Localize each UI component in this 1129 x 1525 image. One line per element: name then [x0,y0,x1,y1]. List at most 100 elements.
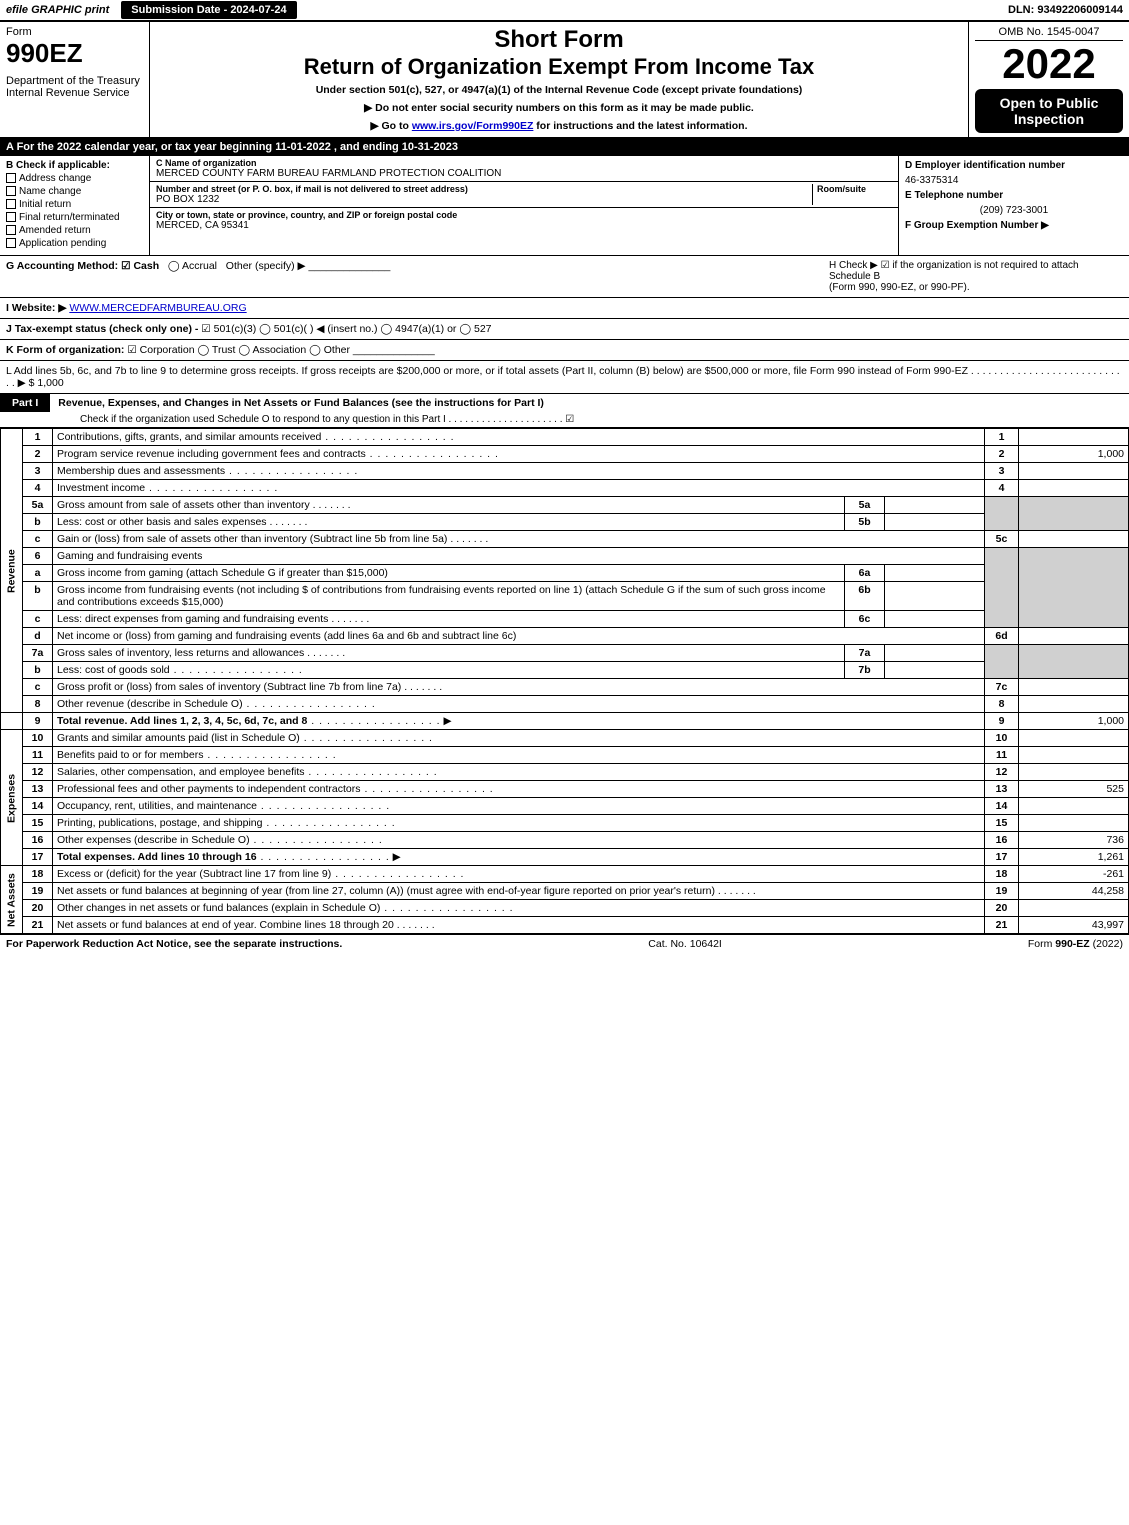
e-tel-label: E Telephone number [905,190,1003,201]
line-11-box: 11 [985,747,1019,764]
h-text2: (Form 990, 990-EZ, or 990-PF). [829,282,1123,293]
line-6b-val [885,582,985,611]
line-19-amt: 44,258 [1019,883,1129,900]
row-gh: G Accounting Method: ☑ Cash ◯ Accrual Ot… [0,256,1129,298]
line-8-desc: Other revenue (describe in Schedule O) [57,698,243,710]
omb-number: OMB No. 1545-0047 [975,26,1123,41]
line-2-desc: Program service revenue including govern… [57,448,366,460]
form-number: 990EZ [6,38,143,69]
irs-link[interactable]: www.irs.gov/Form990EZ [412,120,534,132]
row-j: J Tax-exempt status (check only one) - ☑… [0,319,1129,340]
k-label: K Form of organization: [6,344,124,356]
line-1-amt [1019,429,1129,446]
line-2-amt: 1,000 [1019,446,1129,463]
line-7a-val [885,645,985,662]
header-center: Short Form Return of Organization Exempt… [150,22,969,137]
cb-name-change[interactable]: Name change [6,186,143,197]
line-6a-sub: 6a [845,565,885,582]
subtitle-1: Under section 501(c), 527, or 4947(a)(1)… [158,84,960,96]
subtitle-2a: ▶ Do not enter social security numbers o… [158,102,960,114]
line-20-box: 20 [985,900,1019,917]
line-3-amt [1019,463,1129,480]
f-group-label: F Group Exemption Number ▶ [905,220,1049,231]
line-20-amt [1019,900,1129,917]
lines-table: Revenue 1 Contributions, gifts, grants, … [0,428,1129,934]
dept-label: Department of the Treasury [6,75,143,87]
line-5c-box: 5c [985,531,1019,548]
row-i: I Website: ▶ WWW.MERCEDFARMBUREAU.ORG [0,298,1129,319]
line-16-desc: Other expenses (describe in Schedule O) [57,834,250,846]
dln: DLN: 93492206009144 [1002,2,1129,18]
form-header: Form 990EZ Department of the Treasury In… [0,22,1129,138]
j-options[interactable]: ☑ 501(c)(3) ◯ 501(c)( ) ◀ (insert no.) ◯… [201,323,491,335]
c-addr-label: Number and street (or P. O. box, if mail… [156,184,812,194]
cb-application-pending[interactable]: Application pending [6,238,143,249]
line-2-box: 2 [985,446,1019,463]
d-ein-label: D Employer identification number [905,160,1065,171]
line-14-desc: Occupancy, rent, utilities, and maintena… [57,800,257,812]
line-7a-sub: 7a [845,645,885,662]
line-16-box: 16 [985,832,1019,849]
line-19-box: 19 [985,883,1019,900]
row-l: L Add lines 5b, 6c, and 7b to line 9 to … [0,361,1129,394]
line-9-desc: Total revenue. Add lines 1, 2, 3, 4, 5c,… [57,715,307,727]
line-6d-box: 6d [985,628,1019,645]
cb-final-return[interactable]: Final return/terminated [6,212,143,223]
efile-link[interactable]: efile GRAPHIC print [0,2,115,18]
revenue-section-label: Revenue [1,429,23,713]
part-i-header: Part I Revenue, Expenses, and Changes in… [0,394,1129,428]
telephone: (209) 723-3001 [905,205,1123,216]
footer-right: Form 990-EZ (2022) [1028,938,1123,950]
line-6a-desc: Gross income from gaming (attach Schedul… [57,567,388,579]
line-15-box: 15 [985,815,1019,832]
line-17-amt: 1,261 [1019,849,1129,866]
ein-value: 46-3375314 [905,175,1123,186]
open-inspection-badge: Open to Public Inspection [975,89,1123,133]
line-1-box: 1 [985,429,1019,446]
subtitle-2b: ▶ Go to www.irs.gov/Form990EZ for instru… [158,120,960,132]
line-9-box: 9 [985,713,1019,730]
line-20-desc: Other changes in net assets or fund bala… [57,902,380,914]
k-options[interactable]: ☑ Corporation ◯ Trust ◯ Association ◯ Ot… [127,344,350,356]
line-5a-sub: 5a [845,497,885,514]
i-label: I Website: ▶ [6,302,66,314]
line-10-desc: Grants and similar amounts paid (list in… [57,732,300,744]
h-text1: H Check ▶ ☑ if the organization is not r… [829,260,1123,282]
col-d: D Employer identification number 46-3375… [899,156,1129,255]
line-6c-val [885,611,985,628]
netassets-section-label: Net Assets [1,866,23,934]
cb-address-change[interactable]: Address change [6,173,143,184]
line-6c-desc: Less: direct expenses from gaming and fu… [57,613,328,625]
line-7b-sub: 7b [845,662,885,679]
line-13-desc: Professional fees and other payments to … [57,783,361,795]
line-18-amt: -261 [1019,866,1129,883]
g-other[interactable]: Other (specify) ▶ [226,260,306,272]
c-name-label: C Name of organization [156,158,892,168]
footer-left: For Paperwork Reduction Act Notice, see … [6,938,342,950]
g-accrual[interactable]: ◯ Accrual [168,260,217,272]
line-13-amt: 525 [1019,781,1129,798]
line-10-amt [1019,730,1129,747]
line-7c-box: 7c [985,679,1019,696]
cb-amended-return[interactable]: Amended return [6,225,143,236]
part-i-check: Check if the organization used Schedule … [0,412,1129,427]
website-link[interactable]: WWW.MERCEDFARMBUREAU.ORG [69,302,246,314]
line-12-box: 12 [985,764,1019,781]
line-19-desc: Net assets or fund balances at beginning… [57,885,715,897]
section-bcd: B Check if applicable: Address change Na… [0,156,1129,256]
line-17-desc: Total expenses. Add lines 10 through 16 [57,851,257,863]
line-21-amt: 43,997 [1019,917,1129,934]
g-cash[interactable]: ☑ Cash [121,260,159,272]
short-form-title: Short Form [158,26,960,54]
line-3-box: 3 [985,463,1019,480]
line-7c-desc: Gross profit or (loss) from sales of inv… [57,681,401,693]
line-6d-desc: Net income or (loss) from gaming and fun… [57,630,516,642]
line-7b-val [885,662,985,679]
line-7c-amt [1019,679,1129,696]
row-a-tax-year: A For the 2022 calendar year, or tax yea… [0,138,1129,156]
cb-initial-return[interactable]: Initial return [6,199,143,210]
line-7b-desc: Less: cost of goods sold [57,664,170,676]
line-16-amt: 736 [1019,832,1129,849]
line-6d-amt [1019,628,1129,645]
line-14-box: 14 [985,798,1019,815]
